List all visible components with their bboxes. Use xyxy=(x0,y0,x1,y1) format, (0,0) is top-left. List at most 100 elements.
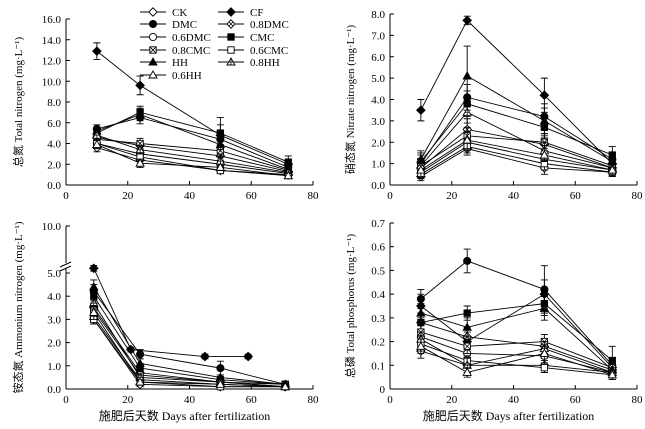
axis-break-mark xyxy=(59,261,72,272)
marker-cross xyxy=(464,108,470,116)
marker-shape xyxy=(227,46,235,54)
data-point xyxy=(463,309,471,317)
y-tick-label: 5.0 xyxy=(47,268,61,280)
series-line xyxy=(93,316,286,388)
series-cf xyxy=(416,15,618,171)
marker-shape xyxy=(215,139,226,148)
legend-entry: 0.6CMC xyxy=(218,45,288,57)
series-line xyxy=(420,19,613,164)
series-line xyxy=(420,322,613,371)
chart-total-phosphorus: 0 0.1 0.2 0.3 0.4 0.5 0.6 0.7 0 20 40 60 80 总磷 Total … xyxy=(343,218,643,423)
marker-shape xyxy=(463,309,471,317)
x-tick-label: 0 xyxy=(387,394,393,406)
y-tick-label: 0.0 xyxy=(47,384,61,396)
data-point xyxy=(92,130,102,139)
x-tick-label: 0 xyxy=(387,190,393,202)
series-0-6hh xyxy=(416,131,618,177)
series-line xyxy=(96,143,289,175)
legend-entry: DMC xyxy=(140,19,197,31)
y-tick-label: 4.0 xyxy=(47,139,61,151)
series-cmc xyxy=(417,291,616,376)
y-axis-title: 总氮 Total nitrogen (mg·L⁻¹) xyxy=(11,37,25,168)
y-tick-label: 10.0 xyxy=(42,221,62,233)
marker-shape xyxy=(243,351,253,362)
series-line xyxy=(420,146,613,175)
series-0-6dmc xyxy=(92,138,293,178)
y-tick-label: 6.0 xyxy=(371,52,385,64)
y-tick-label: 0.0 xyxy=(371,180,385,192)
marker-shape xyxy=(462,71,472,80)
marker-shape xyxy=(215,162,226,171)
y-tick-label: 10.0 xyxy=(42,76,62,88)
data-point xyxy=(280,381,290,391)
marker-shape xyxy=(215,379,226,388)
marker-shape xyxy=(216,364,225,373)
marker-shape xyxy=(539,303,550,312)
marker-shape xyxy=(216,129,225,137)
legend-entry: 0.6DMC xyxy=(140,32,211,44)
marker-cross xyxy=(91,299,97,307)
data-point xyxy=(135,377,145,386)
legend-label: 0.6HH xyxy=(172,70,202,82)
chart-ammonium-nitrogen: 0.0 1.0 2.0 3.0 4.0 5.0 10.0 0 20 40 60 80 铵态氮 Ammon… xyxy=(11,221,319,423)
legend-marker xyxy=(149,46,157,54)
legend-marker xyxy=(227,33,235,41)
data-point xyxy=(462,15,473,26)
y-tick-label: 0.5 xyxy=(371,265,385,277)
marker-shape xyxy=(416,165,426,174)
data-point xyxy=(463,342,471,350)
x-tick-label: 80 xyxy=(632,190,644,202)
data-point xyxy=(416,308,426,317)
x-tick-label: 20 xyxy=(122,190,134,202)
chart-total-nitrogen: 0.0 2.0 4.0 6.0 8.0 10.0 12.0 14.0 16.0 0 20 40 60 80… xyxy=(11,7,319,202)
marker-shape xyxy=(463,256,472,265)
legend-marker xyxy=(148,32,158,42)
data-point xyxy=(283,170,294,180)
marker-cross xyxy=(137,145,143,153)
data-point xyxy=(539,90,550,101)
data-point xyxy=(416,294,425,303)
marker-shape xyxy=(89,282,99,291)
marker-shape xyxy=(284,158,292,166)
series-line xyxy=(96,144,289,177)
x-tick-label: 0 xyxy=(63,190,69,202)
legend-label: CK xyxy=(172,7,187,19)
y-tick-label: 3.0 xyxy=(371,116,385,128)
marker-shape xyxy=(283,170,294,180)
y-tick-label: 4.0 xyxy=(371,95,385,107)
marker-shape xyxy=(148,7,158,17)
series-line xyxy=(420,338,613,373)
y-tick-label: 0.0 xyxy=(47,180,61,192)
y-tick-label: 8.0 xyxy=(371,9,385,21)
x-tick-label: 40 xyxy=(184,190,196,202)
data-point xyxy=(89,307,99,316)
y-tick-label: 0.4 xyxy=(371,289,385,301)
series-line xyxy=(96,138,289,171)
data-point xyxy=(215,379,226,388)
x-axis-title: 施肥后天数 Days after fertilization xyxy=(423,408,595,423)
data-point xyxy=(607,369,618,379)
data-point xyxy=(92,139,102,148)
data-point xyxy=(539,348,550,357)
legend-label: CMC xyxy=(250,32,274,44)
marker-shape xyxy=(540,364,549,372)
series-line xyxy=(96,134,289,173)
x-tick-label: 60 xyxy=(570,394,582,406)
series-line xyxy=(420,128,613,169)
marker-cross xyxy=(228,21,234,27)
data-point xyxy=(135,109,145,118)
series-line xyxy=(96,113,289,170)
data-point xyxy=(215,162,226,171)
data-point xyxy=(136,350,145,359)
legend-label: 0.6DMC xyxy=(172,32,211,44)
x-tick-label: 20 xyxy=(446,190,458,202)
series-cmc xyxy=(90,288,289,389)
marker-cross xyxy=(463,342,471,350)
data-point xyxy=(215,139,226,148)
marker-cross xyxy=(216,147,224,155)
legend-marker xyxy=(148,7,158,17)
series-line xyxy=(93,291,286,385)
data-point xyxy=(135,144,145,154)
series-line xyxy=(93,268,249,357)
y-tick-label: 16.0 xyxy=(42,14,62,26)
